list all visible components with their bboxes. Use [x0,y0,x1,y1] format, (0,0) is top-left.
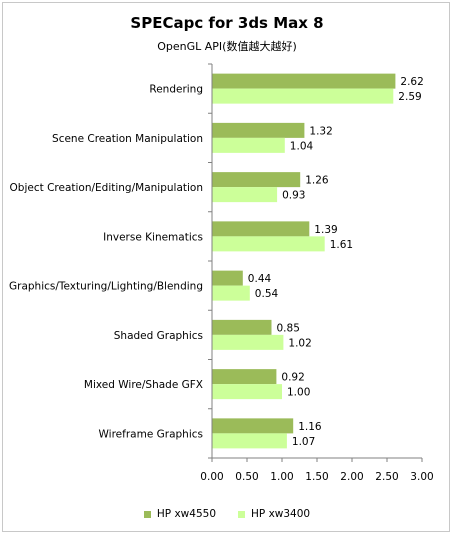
legend: HP xw4550 HP xw3400 [0,508,454,520]
category-label-8: Wireframe Graphics [99,428,203,440]
bar-series-2-1 [212,88,394,104]
x-tick-label-1: 0.00 [200,471,223,483]
category-label-4: Inverse Kinematics [103,231,203,243]
legend-item-series-2: HP xw3400 [238,508,310,520]
bar-series-2-3 [212,187,278,203]
data-label-series-2-3: 0.93 [282,190,305,202]
bar-series-2-2 [212,137,285,153]
legend-item-series-1: HP xw4550 [143,508,216,520]
category-label-2: Scene Creation Manipulation [52,133,203,145]
data-label-series-1-6: 0.85 [277,322,300,334]
data-label-series-1-7: 0.92 [281,372,304,384]
category-label-5: Graphics/Texturing/Lighting/Blending [9,281,203,293]
legend-label-series-2: HP xw3400 [251,508,311,520]
bar-series-2-8 [212,433,287,449]
bar-series-1-4 [212,221,310,237]
bar-series-1-8 [212,418,294,434]
bar-series-1-2 [212,122,305,138]
x-tick-label-3: 1.00 [270,471,293,483]
bar-series-1-6 [212,319,272,335]
data-label-series-1-3: 1.26 [305,175,329,187]
bar-series-1-5 [212,270,243,286]
data-label-series-1-5: 0.44 [248,273,272,285]
chart-subtitle: OpenGL API(数值越大越好) [157,40,297,53]
data-label-series-1-8: 1.16 [298,421,322,433]
x-tick-label-5: 2.00 [340,471,363,483]
bar-series-1-1 [212,73,396,89]
x-tick-label-2: 0.50 [235,471,258,483]
legend-swatch-series-1 [143,510,151,518]
category-label-3: Object Creation/Editing/Manipulation [10,182,203,194]
x-tick-label-6: 2.50 [375,471,398,483]
legend-swatch-series-2 [238,510,245,518]
data-label-series-2-5: 0.54 [255,288,279,300]
data-label-series-2-4: 1.61 [330,239,353,251]
bar-series-2-7 [212,384,282,400]
bar-series-2-4 [212,236,325,252]
category-label-1: Rendering [149,84,203,96]
data-label-series-1-1: 2.62 [400,76,423,88]
data-label-series-1-2: 1.32 [309,125,332,137]
data-label-series-2-6: 1.02 [288,337,311,349]
x-tick-label-7: 3.00 [410,471,433,483]
bar-series-2-6 [212,334,284,350]
data-label-series-2-2: 1.04 [290,140,314,152]
category-label-6: Shaded Graphics [114,330,203,342]
bar-series-2-5 [212,285,250,301]
data-label-series-1-4: 1.39 [314,224,337,236]
data-label-series-2-8: 1.07 [292,436,315,448]
bar-series-1-3 [212,172,301,188]
data-label-series-2-1: 2.59 [398,91,421,103]
data-label-series-2-7: 1.00 [287,387,310,399]
bar-series-1-7 [212,369,277,385]
legend-label-series-1: HP xw4550 [156,508,216,520]
x-tick-label-4: 1.50 [305,471,328,483]
category-label-7: Mixed Wire/Shade GFX [84,379,203,391]
chart-title: SPECapc for 3ds Max 8 [130,14,324,32]
